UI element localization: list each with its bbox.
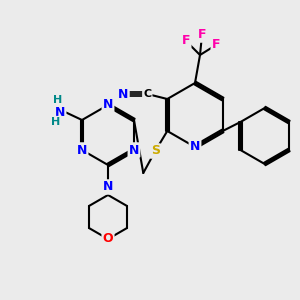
Text: F: F [198, 28, 206, 41]
Text: N: N [103, 98, 113, 112]
Text: O: O [103, 232, 113, 245]
Text: F: F [182, 34, 190, 47]
Text: H: H [51, 117, 61, 127]
Text: N: N [55, 106, 65, 118]
Text: S: S [151, 145, 160, 158]
Text: N: N [77, 143, 87, 157]
Text: C: C [143, 89, 151, 99]
Text: N: N [190, 140, 200, 154]
Text: F: F [212, 38, 220, 52]
Text: N: N [118, 88, 128, 100]
Text: H: H [53, 95, 63, 105]
Text: N: N [103, 181, 113, 194]
Text: N: N [129, 143, 139, 157]
